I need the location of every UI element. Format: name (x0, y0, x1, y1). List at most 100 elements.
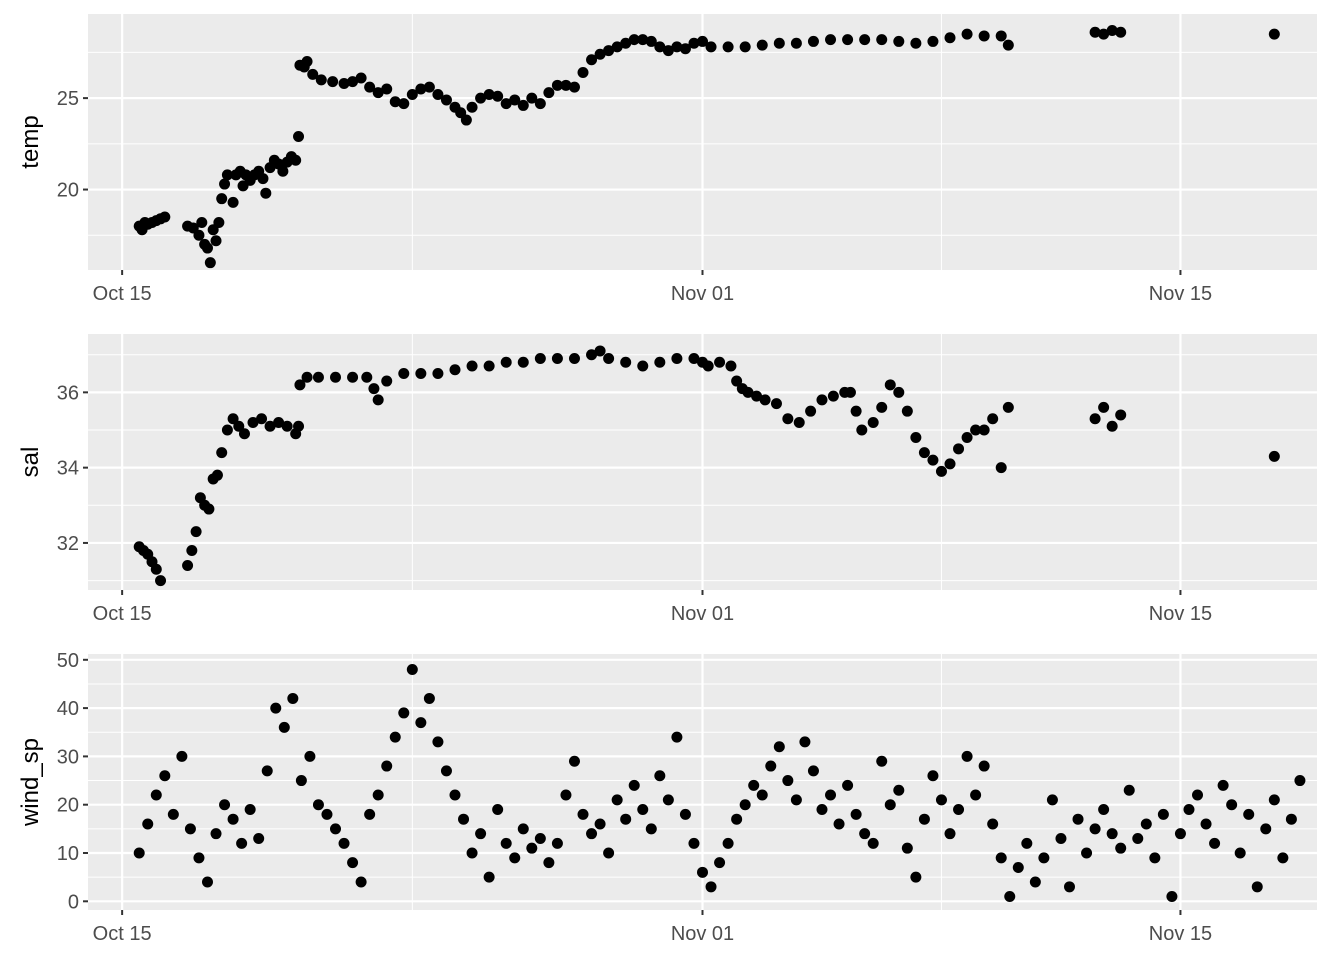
data-point (944, 458, 956, 470)
data-point (1226, 799, 1238, 811)
data-point (1149, 852, 1161, 864)
data-point (423, 692, 435, 704)
x-tick-label: Nov 15 (1149, 283, 1212, 305)
y-tick-label: 25 (57, 88, 79, 110)
data-point (714, 356, 726, 368)
data-point (816, 804, 828, 816)
data-point (372, 394, 384, 406)
data-point (688, 37, 700, 49)
data-point (1004, 890, 1016, 902)
data-point (466, 101, 478, 113)
data-point (517, 356, 529, 368)
y-tick-label: 20 (57, 180, 79, 202)
data-point (150, 563, 162, 575)
x-tick-label: Oct 15 (93, 283, 152, 305)
data-point (944, 32, 956, 44)
data-point (594, 345, 606, 357)
data-point (1106, 24, 1118, 36)
data-point (381, 375, 393, 387)
data-point (697, 866, 708, 878)
data-point (301, 371, 313, 383)
data-point (859, 34, 871, 46)
data-point (500, 98, 512, 110)
data-point (368, 383, 380, 395)
data-point (213, 216, 225, 228)
data-point (543, 857, 555, 869)
data-point (440, 765, 452, 777)
data-point (560, 789, 572, 801)
data-point (492, 90, 504, 102)
data-point (1106, 420, 1118, 432)
data-point (290, 154, 302, 166)
y-tick-label: 20 (57, 795, 79, 817)
data-point (910, 871, 922, 883)
data-point (799, 736, 811, 748)
data-point (142, 818, 154, 830)
data-point (304, 750, 316, 762)
panel-wind-sp: 0 10 20 30 40 50 Oct 15 Nov 01 Nov 15 wind_sp (17, 650, 1317, 945)
data-point (884, 379, 896, 391)
data-point (884, 799, 896, 811)
data-point (190, 526, 202, 538)
data-point (1166, 890, 1178, 902)
data-point (321, 808, 333, 820)
data-point (466, 847, 478, 859)
x-tick-label: Nov 01 (671, 923, 734, 945)
data-point (1234, 847, 1246, 859)
data-point (844, 386, 856, 398)
data-point (355, 876, 367, 888)
data-point (927, 454, 939, 466)
data-point (415, 368, 427, 380)
y-tick-label: 50 (57, 650, 79, 672)
data-point (756, 789, 768, 801)
data-point (364, 81, 376, 93)
data-point (995, 30, 1007, 42)
data-point (1200, 818, 1212, 830)
data-point (637, 34, 649, 46)
data-point (517, 823, 529, 835)
data-point (987, 818, 999, 830)
data-point (739, 41, 751, 53)
data-point (1012, 861, 1024, 873)
data-point (935, 465, 947, 477)
data-point (978, 30, 990, 42)
data-point (910, 37, 922, 49)
data-point (927, 770, 939, 782)
data-point (551, 79, 563, 91)
data-point (264, 420, 276, 432)
data-point (389, 731, 401, 743)
panel-sal: 32 34 36 Oct 15 Nov 01 Nov 15 sal (17, 334, 1317, 625)
data-point (850, 405, 862, 417)
data-point (167, 808, 179, 820)
data-point (256, 413, 268, 425)
x-tick-label: Nov 15 (1149, 923, 1212, 945)
data-point (842, 779, 854, 791)
data-point (611, 794, 623, 806)
data-point (901, 405, 913, 417)
data-point (1081, 847, 1093, 859)
data-point (543, 87, 555, 99)
data-point (293, 420, 305, 432)
data-point (1285, 813, 1297, 825)
data-point (995, 462, 1007, 474)
data-point (1063, 881, 1075, 893)
data-point (509, 94, 521, 106)
data-point (534, 833, 546, 845)
panel-temp: 20 25 Oct 15 Nov 01 Nov 15 temp (17, 14, 1317, 305)
data-point (312, 799, 324, 811)
data-point (961, 750, 973, 762)
data-point (347, 857, 359, 869)
data-point (1098, 804, 1110, 816)
data-point (294, 379, 306, 391)
data-point (805, 405, 817, 417)
data-point (978, 424, 990, 436)
data-point (517, 99, 529, 111)
data-point (338, 837, 350, 849)
data-point (1294, 775, 1306, 787)
data-point (722, 41, 734, 53)
data-point (204, 257, 216, 269)
data-point (277, 165, 289, 177)
data-point (1072, 813, 1084, 825)
data-point (227, 813, 239, 825)
